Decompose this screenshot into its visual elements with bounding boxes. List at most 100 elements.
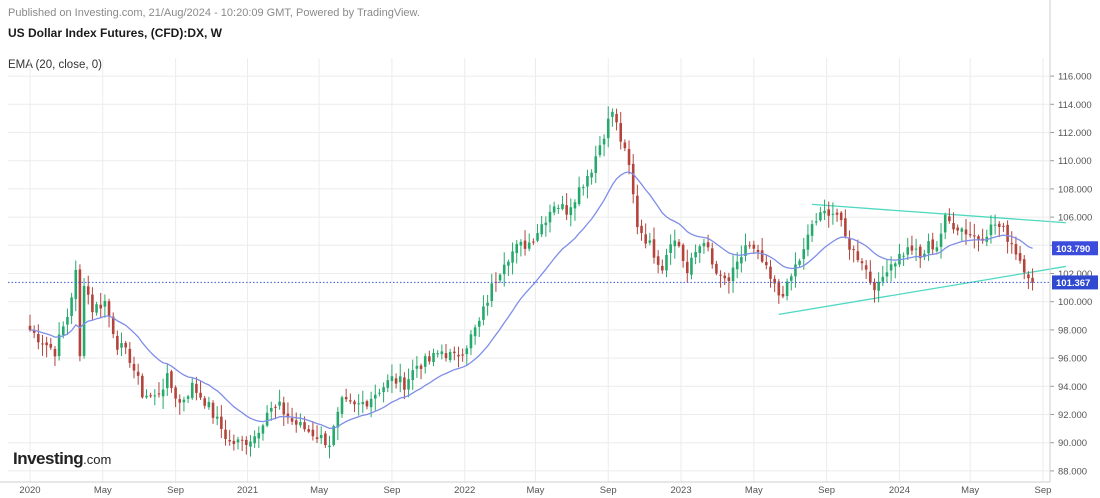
candle-up (336, 411, 340, 428)
candle-down (453, 351, 456, 354)
candle-up (960, 228, 964, 232)
candle-up (95, 304, 98, 313)
candle-up (648, 240, 652, 243)
y-tick-label: 112.000 (1058, 128, 1092, 139)
candle-down (760, 250, 764, 262)
candle-down (403, 377, 406, 390)
candle-up (540, 224, 543, 235)
candle-up (673, 240, 677, 247)
candle-up (744, 245, 747, 257)
candle-up (186, 396, 190, 399)
candlesticks (28, 106, 1034, 459)
candle-up (939, 233, 943, 247)
candle-up (561, 204, 564, 209)
candle-up (943, 214, 947, 233)
candle-up (411, 370, 415, 381)
y-tick-label: 90.000 (1058, 438, 1087, 449)
y-tick-label: 116.000 (1058, 72, 1092, 83)
y-tick-label: 88.000 (1058, 466, 1087, 477)
candle-up (161, 389, 165, 397)
x-tick-label: May (310, 485, 328, 496)
candle-up (66, 316, 69, 325)
candle-down (839, 212, 843, 221)
candle-down (199, 392, 202, 398)
candle-down (1018, 253, 1022, 261)
candle-up (165, 373, 169, 389)
candle-down (457, 354, 460, 357)
candle-up (669, 244, 672, 253)
candle-down (32, 329, 36, 333)
candle-up (145, 395, 148, 398)
candle-down (777, 281, 781, 296)
candle-down (37, 334, 40, 343)
ema-indicator-label[interactable]: EMA (20, close, 0) (8, 59, 102, 71)
candle-down (324, 433, 327, 446)
candle-up (823, 210, 826, 214)
candle-down (719, 274, 722, 276)
candle-down (661, 265, 664, 271)
x-tick-label: 2024 (889, 485, 910, 496)
candle-up (477, 320, 481, 327)
candle-down (748, 245, 751, 247)
x-tick-label: Sep (383, 485, 400, 496)
candle-up (885, 272, 889, 277)
ema-value-badge-label: 103.790 (1056, 244, 1090, 255)
candle-up (278, 401, 281, 406)
candle-down (844, 218, 847, 237)
candle-down (910, 245, 914, 251)
candle-down (274, 406, 277, 408)
candle-down (636, 195, 639, 228)
candle-up (153, 395, 157, 397)
candle-down (918, 246, 922, 259)
candle-down (132, 364, 136, 371)
candle-up (548, 211, 552, 223)
candle-down (1010, 243, 1014, 245)
candle-up (740, 256, 743, 264)
candle-down (631, 163, 635, 195)
candle-up (386, 380, 390, 388)
candle-down (640, 225, 643, 233)
candle-down (419, 365, 423, 369)
candle-down (141, 375, 144, 398)
x-tick-label: 2023 (670, 485, 691, 496)
candle-up (906, 247, 910, 255)
candle-up (698, 246, 702, 253)
candle-down (344, 396, 348, 400)
candle-down (656, 256, 660, 265)
candle-down (706, 242, 710, 248)
candle-up (557, 207, 560, 209)
candle-down (756, 249, 760, 253)
candle-up (249, 441, 252, 447)
candle-up (182, 399, 186, 403)
candle-up (207, 402, 211, 408)
candle-up (448, 352, 452, 360)
candle-up (299, 421, 302, 426)
candle-down (178, 399, 182, 403)
candle-down (240, 439, 244, 441)
symbol-title[interactable]: US Dollar Index Futures, (CFD):DX, W (8, 26, 223, 40)
y-tick-label: 106.000 (1058, 213, 1092, 224)
candle-up (694, 251, 697, 258)
candle-up (831, 213, 835, 215)
candle-up (731, 267, 735, 282)
candle-down (623, 142, 627, 149)
candle-down (997, 223, 1001, 227)
candle-up (877, 281, 880, 291)
candle-up (989, 224, 993, 236)
candle-up (927, 241, 930, 254)
candle-up (594, 156, 598, 174)
candle-down (128, 348, 132, 363)
candle-down (124, 342, 127, 348)
y-tick-label: 102.000 (1058, 269, 1092, 280)
triangle-trendline (812, 203, 1066, 224)
x-tick-label: 2020 (19, 485, 40, 496)
logo-suffix: .com (83, 452, 112, 467)
x-tick-label: Sep (818, 485, 835, 496)
candle-up (935, 247, 939, 252)
candle-up (390, 376, 394, 381)
candle-up (889, 264, 893, 271)
candle-up (785, 281, 789, 297)
y-tick-label: 110.000 (1058, 156, 1092, 167)
